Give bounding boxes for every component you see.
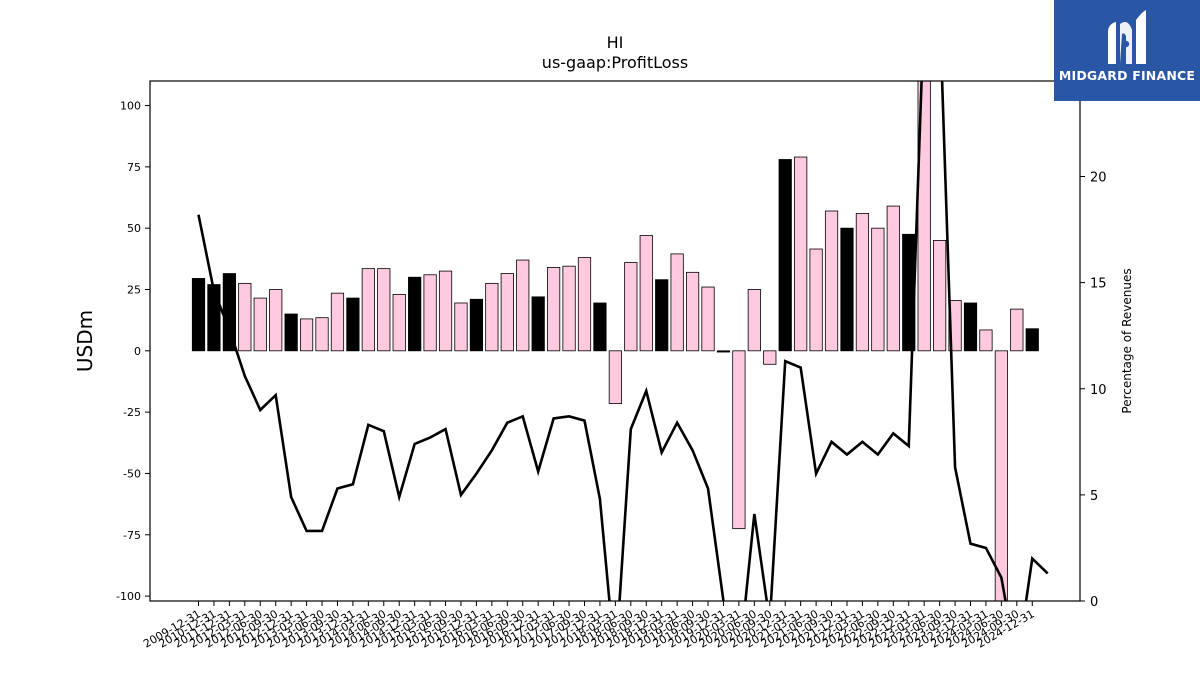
bar-18 — [469, 298, 484, 352]
bar-4 — [253, 297, 267, 352]
y2-tick-label-0: 0 — [1090, 595, 1098, 610]
chart-subtitle: us-gaap:ProfitLoss — [542, 53, 688, 72]
bar-14 — [408, 276, 422, 352]
bar-33 — [701, 286, 715, 352]
bar-29 — [639, 235, 653, 352]
y-tick-label-4: 0 — [134, 345, 141, 358]
bar-44 — [871, 227, 885, 352]
y-tick-label-8: 100 — [120, 100, 141, 113]
y2-tick-label-3: 15 — [1090, 277, 1107, 292]
y2-tick-label-1: 5 — [1090, 489, 1098, 504]
y-tick-label-0: -100 — [116, 590, 141, 603]
y2-tick-label-4: 20 — [1090, 171, 1107, 186]
bar-23 — [547, 267, 561, 352]
bar-19 — [485, 282, 499, 352]
brand-name: MIDGARD FINANCE — [1058, 68, 1196, 83]
bar-20 — [500, 273, 514, 352]
y2-tick-label-2: 10 — [1090, 383, 1107, 398]
y-tick-label-1: -75 — [123, 529, 141, 542]
bar-5 — [269, 289, 283, 352]
bar-51 — [979, 329, 993, 352]
bar-17 — [454, 302, 468, 352]
bar-9 — [330, 292, 345, 352]
bar-26 — [593, 302, 607, 352]
bar-45 — [886, 205, 900, 352]
brand-logo: MIDGARD FINANCE — [1054, 0, 1200, 101]
bar-36 — [747, 289, 761, 352]
bar-41 — [824, 210, 839, 352]
bar-24 — [562, 265, 576, 352]
y2-axis-label: Percentage of Revenues — [1120, 268, 1134, 413]
bar-30 — [655, 279, 669, 352]
right-axis: 0 5 10 15 20 — [1080, 171, 1107, 610]
bar-12 — [377, 268, 391, 352]
bar-38 — [778, 159, 792, 352]
bar-54 — [1025, 328, 1039, 352]
bar-7 — [299, 318, 314, 352]
bar-35 — [732, 350, 746, 530]
y-tick-label-5: 25 — [127, 283, 141, 296]
bar-28 — [624, 262, 638, 352]
left-axis: -100 -75 -50 -25 0 25 50 75 100 — [116, 100, 150, 603]
bar-40 — [809, 248, 823, 352]
y-axis-label: USDm — [73, 310, 97, 372]
bar-37 — [763, 350, 777, 365]
bar-16 — [438, 270, 453, 352]
chart-title: HI — [607, 33, 624, 52]
bar-31 — [670, 253, 684, 352]
bar-48 — [933, 240, 947, 352]
bar-8 — [315, 317, 329, 352]
bar-15 — [423, 274, 437, 352]
bar-21 — [516, 259, 530, 352]
bar-0 — [191, 278, 206, 352]
x-axis: 2009-12-312010-12-312011-12-312012-03-31… — [141, 601, 1037, 651]
bar-53 — [1010, 308, 1024, 352]
y-tick-label-6: 50 — [127, 222, 141, 235]
bar-22 — [531, 296, 545, 352]
bar-43 — [855, 213, 870, 352]
bar-11 — [361, 268, 375, 352]
bar-27 — [608, 350, 622, 404]
bar-32 — [685, 271, 700, 352]
bar-3 — [238, 282, 252, 352]
bar-42 — [840, 227, 854, 352]
bars-layer — [191, 81, 1039, 601]
bar-10 — [346, 297, 360, 352]
y-tick-label-2: -50 — [123, 467, 141, 480]
line-layer — [197, 81, 1049, 601]
bar-13 — [392, 293, 406, 352]
bar-39 — [794, 156, 808, 352]
percentage-line — [197, 81, 1049, 601]
bar-52 — [994, 350, 1008, 601]
y-tick-label-3: -25 — [123, 406, 141, 419]
bar-50 — [963, 302, 978, 352]
bar-6 — [284, 313, 298, 352]
bar-34 — [716, 350, 731, 353]
bar-25 — [577, 257, 592, 352]
midgard-logo-mark — [1108, 10, 1146, 64]
y-tick-label-7: 75 — [127, 161, 141, 174]
